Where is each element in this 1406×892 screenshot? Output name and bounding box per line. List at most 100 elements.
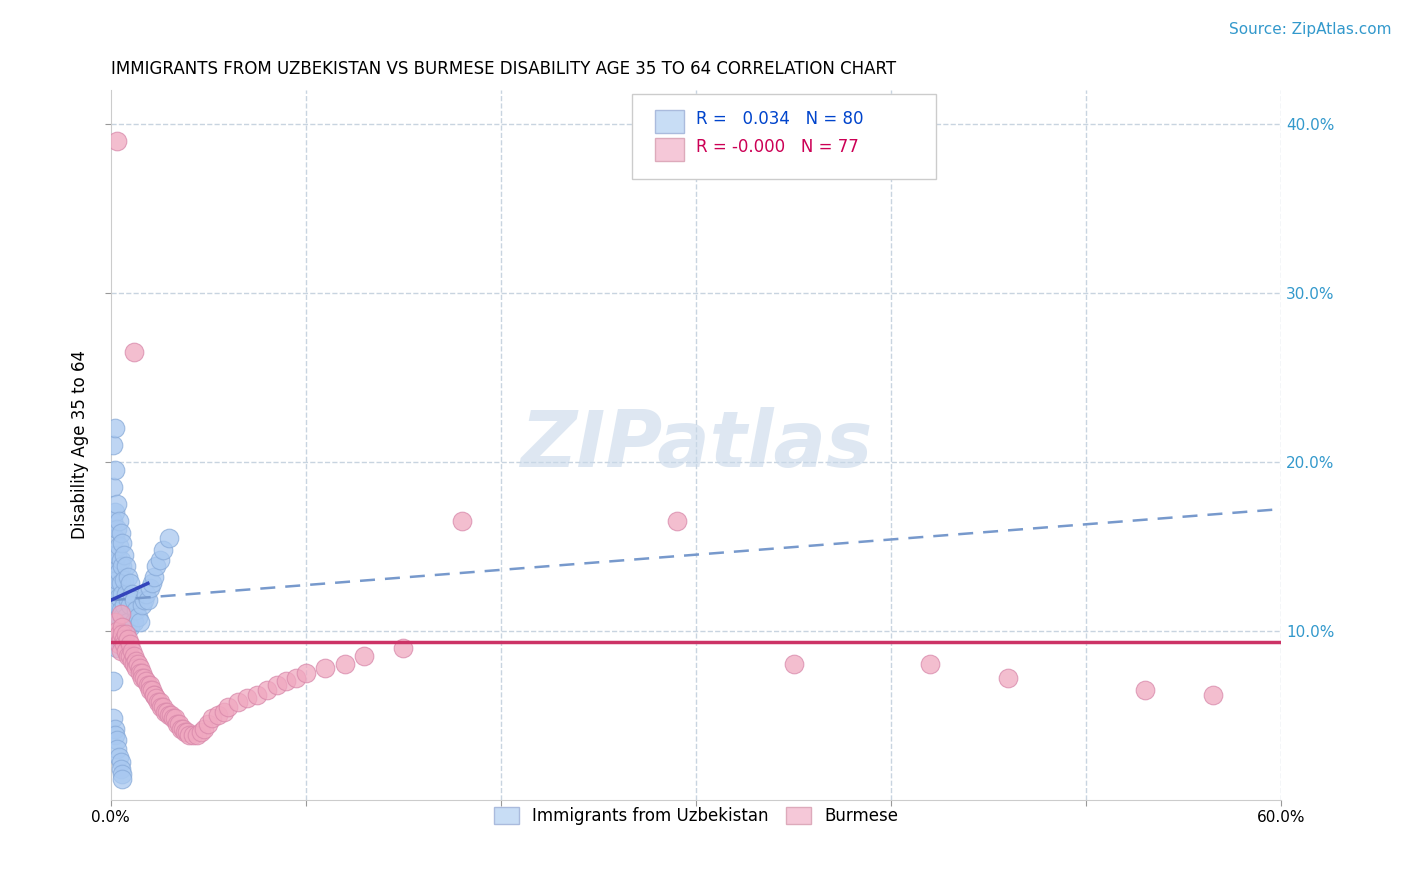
Point [112,620,135,634]
Point [105,573,128,587]
Point [105,134,128,148]
Point [1202,688,1225,702]
Point [157,708,180,723]
Point [295,665,318,680]
Point [145,691,167,706]
Point [217,699,239,714]
Point [121,586,143,600]
Point [115,644,138,658]
Point [256,682,278,697]
Point [139,582,162,596]
Point [110,644,132,658]
Point [101,582,124,596]
Point [148,552,170,566]
Point [117,615,139,630]
Point [101,438,124,452]
Point [276,674,298,689]
Point [145,559,167,574]
Point [122,345,145,359]
Point [107,610,129,624]
Point [451,514,474,528]
Point [146,695,169,709]
Point [117,632,139,646]
Point [132,671,155,685]
Point [115,627,138,641]
Point [190,725,212,739]
Point [107,627,129,641]
Point [105,615,128,630]
Point [104,722,127,736]
Point [115,586,138,600]
Point [167,716,190,731]
Point [122,648,145,663]
Point [107,590,129,604]
Point [110,576,132,591]
Point [186,728,208,742]
Point [105,599,128,613]
Point [121,644,143,658]
Point [141,576,163,591]
Point [104,463,127,477]
FancyBboxPatch shape [631,94,936,179]
Point [142,688,165,702]
Point [111,586,134,600]
Point [101,565,124,579]
Point [110,756,132,770]
Point [107,750,129,764]
Point [136,593,159,607]
Point [112,599,135,613]
Point [333,657,356,672]
Point [135,674,157,689]
Point [246,688,269,702]
Point [111,620,134,634]
Point [107,565,129,579]
Point [110,525,132,540]
Point [105,548,128,562]
Point [104,505,127,519]
Point [101,615,124,630]
Point [111,610,134,624]
Point [162,711,184,725]
Point [125,603,148,617]
Point [207,708,229,723]
Point [115,610,138,624]
FancyBboxPatch shape [655,138,685,161]
Point [176,725,198,739]
Text: ZIPatlas: ZIPatlas [520,407,872,483]
Point [105,742,128,756]
Point [920,657,942,672]
Text: R = -0.000   N = 77: R = -0.000 N = 77 [696,138,859,156]
Point [107,637,129,651]
Point [104,421,127,435]
Point [111,559,134,574]
Text: Source: ZipAtlas.com: Source: ZipAtlas.com [1229,22,1392,37]
Point [125,654,148,668]
Point [172,722,194,736]
Point [132,593,155,607]
Point [131,671,153,685]
Point [120,576,142,591]
Point [141,682,163,697]
Point [120,599,142,613]
Point [166,716,188,731]
Point [285,671,308,685]
Point [131,599,153,613]
Point [101,711,124,725]
Point [129,615,152,630]
Point [150,699,173,714]
Point [104,531,127,545]
Point [105,640,128,655]
Point [104,582,127,596]
Point [101,548,124,562]
Point [101,514,124,528]
Point [104,728,127,742]
Point [201,711,224,725]
Point [104,607,127,621]
Point [112,637,135,651]
Point [170,722,193,736]
Point [110,603,132,617]
Point [236,691,259,706]
Point [120,648,142,663]
Point [782,657,804,672]
Point [122,593,145,607]
